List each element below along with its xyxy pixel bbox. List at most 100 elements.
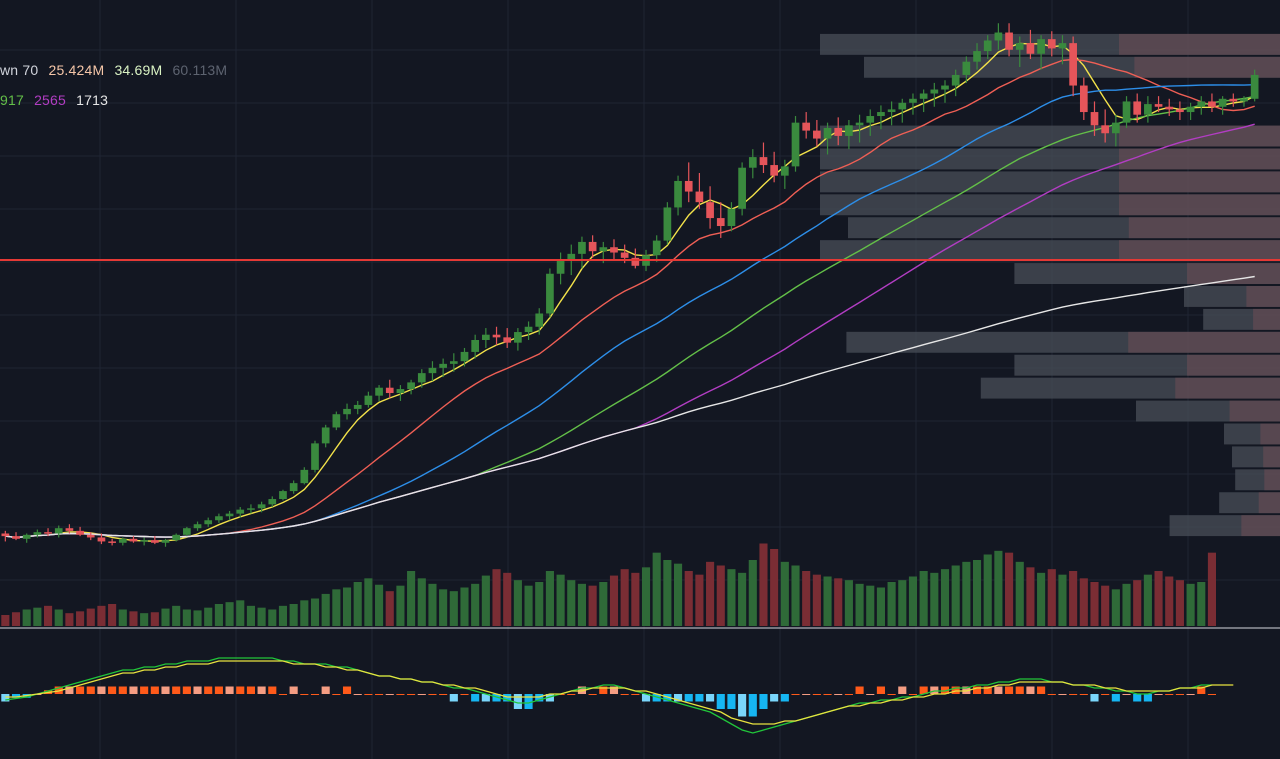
candle[interactable] <box>76 526 84 537</box>
candle[interactable] <box>247 504 255 514</box>
candle[interactable] <box>535 308 544 335</box>
candle[interactable] <box>524 321 533 340</box>
candle[interactable] <box>652 235 661 262</box>
candle[interactable] <box>556 252 565 285</box>
candle[interactable] <box>503 328 512 348</box>
candle[interactable] <box>1176 101 1184 120</box>
candle[interactable] <box>385 379 394 399</box>
candle[interactable] <box>1250 69 1259 102</box>
candle[interactable] <box>129 536 138 543</box>
candle[interactable] <box>919 89 928 113</box>
candle[interactable] <box>321 424 330 448</box>
candle[interactable] <box>951 69 960 97</box>
candle[interactable] <box>973 43 981 70</box>
candle[interactable] <box>1197 96 1206 115</box>
candle[interactable] <box>759 142 768 174</box>
candle[interactable] <box>1090 101 1099 136</box>
candle[interactable] <box>118 537 127 546</box>
candle[interactable] <box>1133 93 1142 123</box>
candle[interactable] <box>663 202 672 245</box>
candle[interactable] <box>172 533 181 542</box>
candle[interactable] <box>877 105 885 130</box>
candle[interactable] <box>215 513 223 523</box>
candle[interactable] <box>54 525 63 538</box>
candle[interactable] <box>12 532 20 541</box>
candle[interactable] <box>748 149 757 179</box>
candle[interactable] <box>1186 102 1195 120</box>
candle[interactable] <box>33 529 42 538</box>
candle[interactable] <box>482 328 490 348</box>
candle[interactable] <box>845 120 853 150</box>
candle[interactable] <box>930 82 939 107</box>
candle[interactable] <box>375 385 383 401</box>
candle[interactable] <box>887 101 896 126</box>
candle[interactable] <box>738 162 746 216</box>
candle[interactable] <box>1229 93 1238 107</box>
candle[interactable] <box>289 480 298 494</box>
candle[interactable] <box>866 109 875 136</box>
candle[interactable] <box>1047 31 1056 57</box>
candle[interactable] <box>86 532 95 541</box>
candle[interactable] <box>150 536 159 545</box>
candle[interactable] <box>300 467 309 485</box>
candle[interactable] <box>449 353 458 372</box>
candle[interactable] <box>716 202 725 238</box>
candle[interactable] <box>1144 96 1152 123</box>
candle[interactable] <box>428 361 437 382</box>
candle[interactable] <box>823 122 832 155</box>
candle[interactable] <box>257 501 266 513</box>
candle[interactable] <box>909 93 917 115</box>
candle[interactable] <box>1015 36 1024 67</box>
candle[interactable] <box>65 524 74 534</box>
candle[interactable] <box>332 411 341 431</box>
candle[interactable] <box>1154 96 1163 113</box>
candle[interactable] <box>343 403 351 420</box>
candle[interactable] <box>610 239 618 260</box>
candle[interactable] <box>193 521 202 531</box>
candle[interactable] <box>727 202 736 232</box>
candle[interactable] <box>578 236 586 269</box>
candle[interactable] <box>695 173 704 209</box>
candle[interactable] <box>791 116 800 172</box>
candle[interactable] <box>631 248 640 269</box>
candle[interactable] <box>44 528 52 537</box>
candle[interactable] <box>161 538 170 547</box>
candle[interactable] <box>1101 109 1110 143</box>
candle[interactable] <box>546 268 554 318</box>
candle[interactable] <box>1122 96 1131 128</box>
candle[interactable] <box>1069 36 1077 97</box>
candle[interactable] <box>1079 77 1088 120</box>
candle[interactable] <box>1240 96 1248 107</box>
candle[interactable] <box>706 186 714 229</box>
candle[interactable] <box>97 533 106 545</box>
candle[interactable] <box>1218 96 1227 115</box>
candle[interactable] <box>514 328 522 351</box>
candle[interactable] <box>1165 98 1174 117</box>
candle[interactable] <box>941 80 949 103</box>
candle[interactable] <box>962 56 971 83</box>
candle[interactable] <box>813 120 821 147</box>
candle[interactable] <box>279 489 287 501</box>
candle[interactable] <box>994 23 1003 50</box>
candle[interactable] <box>108 538 116 546</box>
candle[interactable] <box>236 506 245 518</box>
candle[interactable] <box>471 334 480 359</box>
candle[interactable] <box>1 530 10 542</box>
candle[interactable] <box>439 358 447 378</box>
candle[interactable] <box>22 533 31 543</box>
candle[interactable] <box>417 369 426 388</box>
candle[interactable] <box>353 400 362 415</box>
candle[interactable] <box>674 175 682 216</box>
candle[interactable] <box>460 347 469 367</box>
candle[interactable] <box>1037 35 1045 70</box>
candle[interactable] <box>1112 114 1120 147</box>
candle[interactable] <box>834 117 843 146</box>
candle[interactable] <box>407 379 415 395</box>
candle[interactable] <box>183 526 191 537</box>
candle[interactable] <box>364 391 373 408</box>
candle[interactable] <box>268 496 277 507</box>
candle[interactable] <box>898 98 907 123</box>
candle[interactable] <box>983 35 992 60</box>
candle[interactable] <box>770 151 778 183</box>
